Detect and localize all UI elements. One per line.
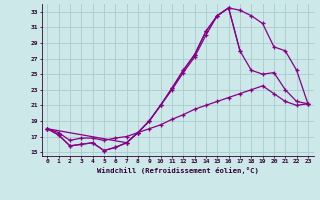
- X-axis label: Windchill (Refroidissement éolien,°C): Windchill (Refroidissement éolien,°C): [97, 167, 259, 174]
